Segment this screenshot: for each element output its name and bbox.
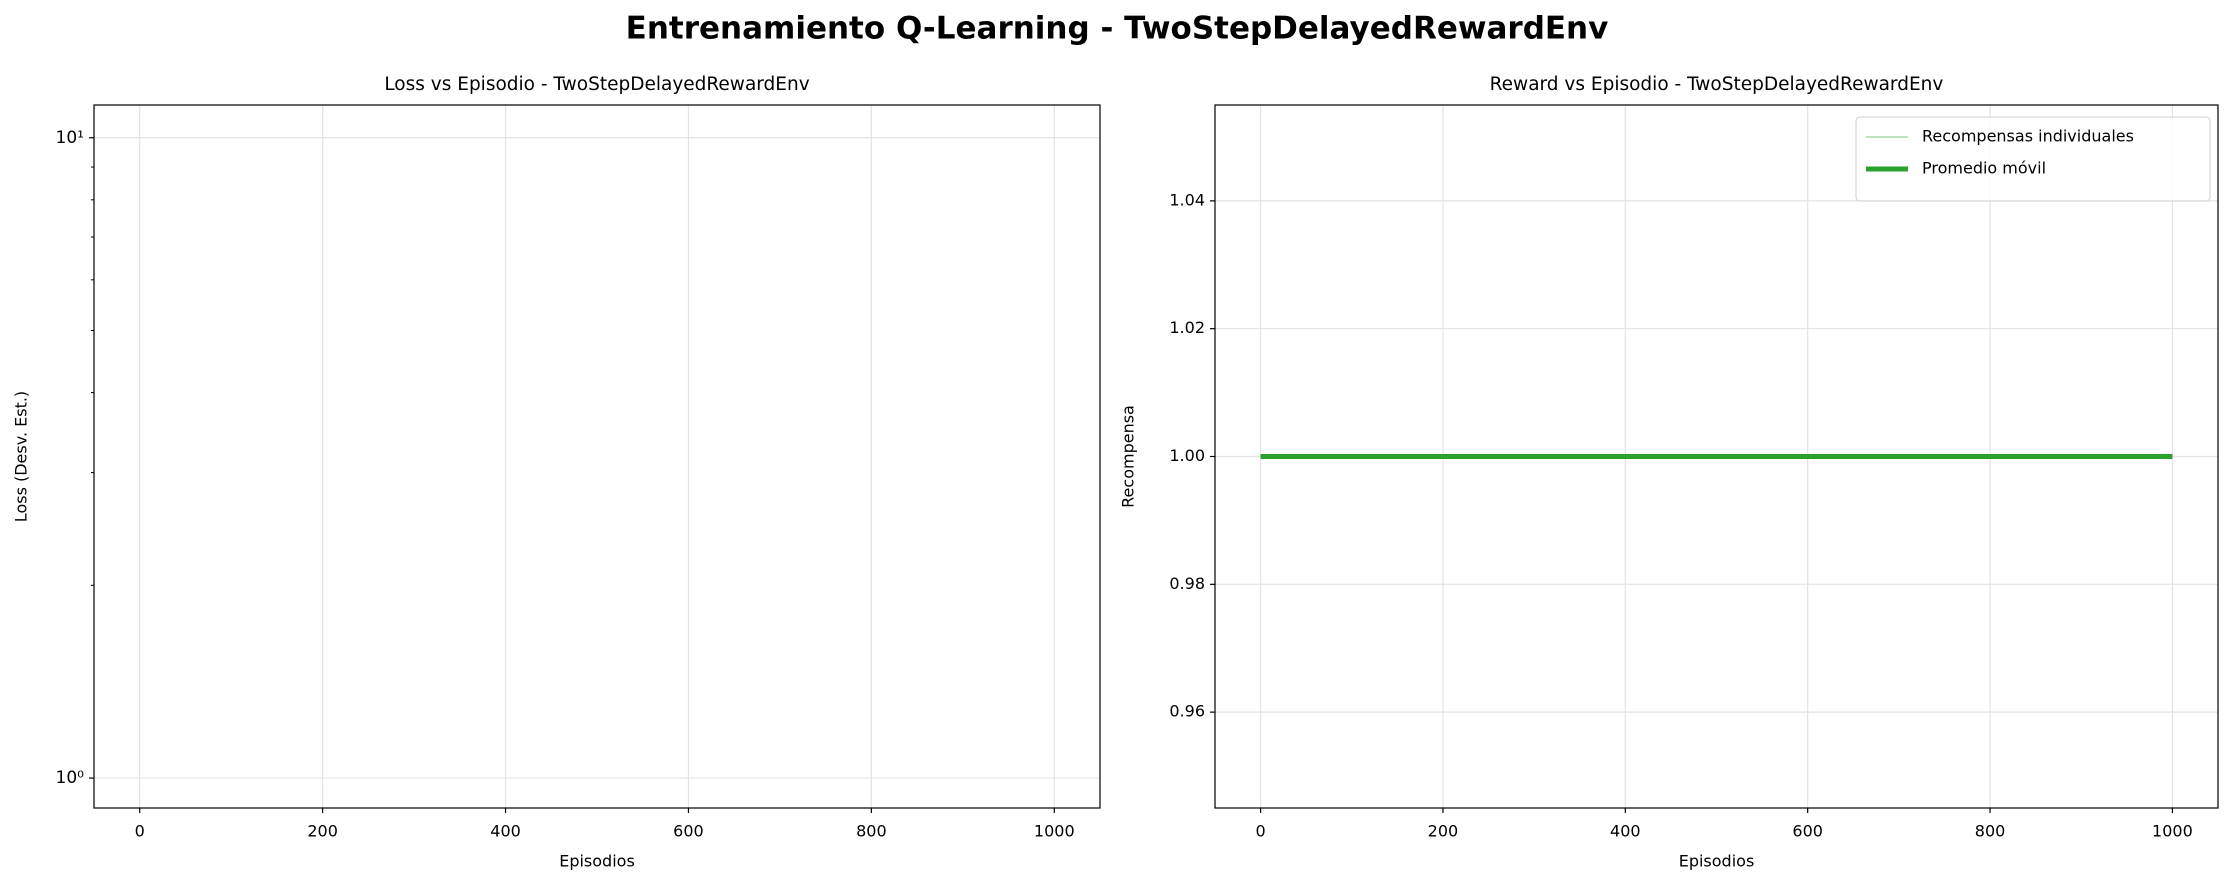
x-tick-label: 600 [1792, 822, 1823, 841]
plot-frame [93, 104, 1101, 809]
x-tick-label: 200 [307, 822, 338, 841]
x-tick-label: 0 [1255, 822, 1265, 841]
plot-frame [1214, 104, 2219, 809]
x-tick-label: 800 [1975, 822, 2006, 841]
x-tick-label: 800 [856, 822, 887, 841]
x-tick-label: 200 [1428, 822, 1459, 841]
y-axis-label: Loss (Desv. Est.) [12, 391, 31, 522]
x-tick-label: 600 [673, 822, 704, 841]
x-axis-label: Episodios [1679, 852, 1755, 871]
x-tick-label: 0 [135, 822, 145, 841]
subplot-title: Reward vs Episodio - TwoStepDelayedRewar… [1490, 74, 1944, 95]
x-axis-label: Episodios [559, 852, 635, 871]
y-tick-label: 10¹ [56, 128, 84, 148]
legend-box [1855, 116, 2211, 202]
x-tick-label: 1000 [2152, 822, 2193, 841]
y-axis-label: Recompensa [1119, 405, 1138, 508]
x-tick-label: 400 [1610, 822, 1641, 841]
y-tick-label: 10⁰ [56, 768, 85, 788]
legend-label: Promedio móvil [1922, 159, 2046, 178]
x-tick-label: 1000 [1034, 822, 1075, 841]
y-tick-label: 1.04 [1169, 190, 1205, 209]
y-tick-label: 1.00 [1169, 446, 1205, 465]
subplot-title: Loss vs Episodio - TwoStepDelayedRewardE… [384, 74, 809, 95]
y-tick-label: 1.02 [1169, 318, 1205, 337]
y-tick-label: 0.98 [1169, 574, 1205, 593]
figure-title: Entrenamiento Q-Learning - TwoStepDelaye… [626, 11, 1609, 47]
x-tick-label: 400 [490, 822, 521, 841]
legend-label: Recompensas individuales [1922, 127, 2134, 146]
y-tick-label: 0.96 [1169, 702, 1205, 721]
